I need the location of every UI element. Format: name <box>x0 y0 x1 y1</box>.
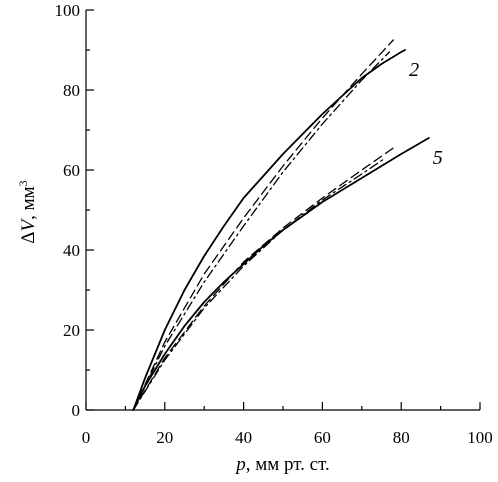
y-axis-title-sup: 3 <box>16 180 30 186</box>
axes <box>85 10 480 411</box>
x-tick-label: 0 <box>82 428 91 447</box>
tick-labels: 0 20 40 60 80 100 0 20 40 60 80 100 <box>55 1 493 447</box>
x-tick-label: 40 <box>235 428 252 447</box>
y-tick-label: 20 <box>63 321 80 340</box>
x-tick-label: 80 <box>393 428 410 447</box>
series-line-dashdot-5 <box>132 157 387 411</box>
y-axis-title-unit: , мм <box>18 186 39 220</box>
y-axis-title-var: V <box>18 217 39 231</box>
x-tick-label: 100 <box>467 428 493 447</box>
y-tick-label: 60 <box>63 161 80 180</box>
curve-label-2: 2 <box>409 59 419 81</box>
x-axis-title-var: p <box>234 454 246 475</box>
series-line-dash-1 <box>132 39 394 411</box>
y-axis-title: ΔV, мм3 <box>16 180 39 243</box>
series-labels: 25 <box>409 59 443 169</box>
y-tick-label: 80 <box>63 81 80 100</box>
curve-label-5: 5 <box>433 147 443 169</box>
y-tick-label: 40 <box>63 241 80 260</box>
x-tick-label: 20 <box>156 428 173 447</box>
x-tick-label: 60 <box>314 428 331 447</box>
x-axis-title: p, мм рт. ст. <box>234 454 329 475</box>
series-line-dash-4 <box>132 147 394 411</box>
ticks <box>85 9 481 411</box>
y-axis-title-delta: Δ <box>18 231 39 243</box>
y-tick-label: 100 <box>55 1 81 20</box>
series-line-dashdot-2 <box>132 51 391 411</box>
x-axis-title-unit: , мм рт. ст. <box>246 454 330 475</box>
series-group <box>132 39 430 411</box>
series-line-curve-2 <box>132 49 407 411</box>
series-line-curve-5 <box>132 137 430 411</box>
y-tick-label: 0 <box>72 401 81 420</box>
